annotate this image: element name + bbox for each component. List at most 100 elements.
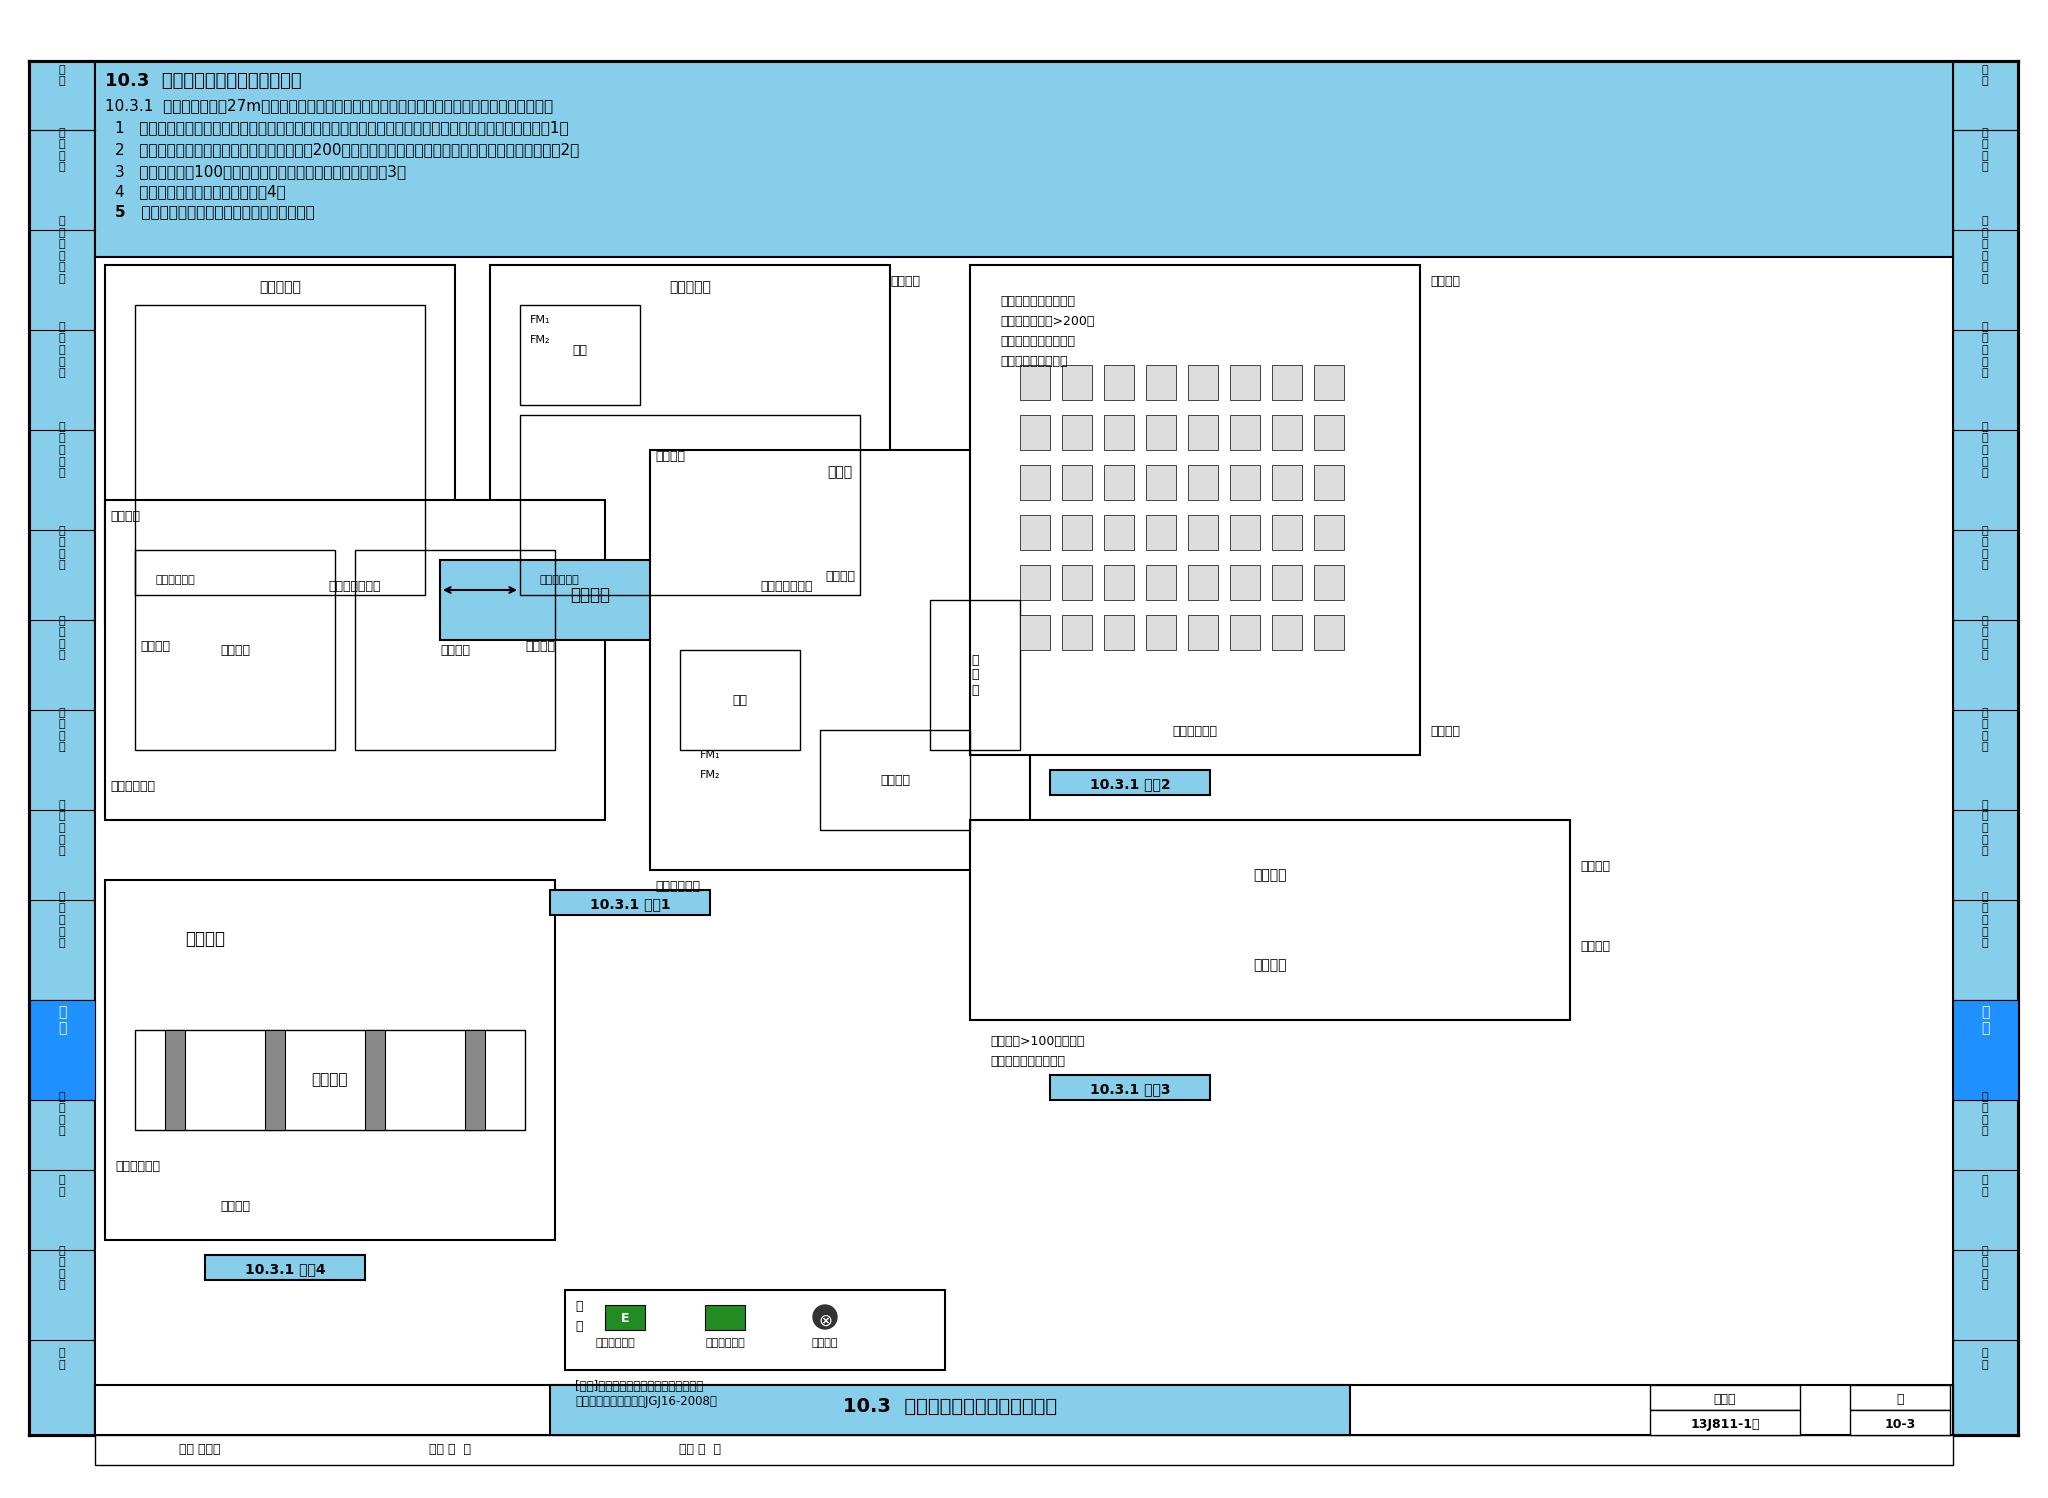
Bar bbox=[1272, 415, 1303, 449]
Text: 疏散照明: 疏散照明 bbox=[524, 640, 555, 653]
Text: 直通地面的出口: 直通地面的出口 bbox=[760, 580, 813, 593]
Bar bbox=[1272, 565, 1303, 601]
Text: 灭
火
设
施: 灭 火 设 施 bbox=[1982, 707, 1989, 752]
Text: 疏散楼梯: 疏散楼梯 bbox=[1579, 941, 1610, 953]
Text: 10.3.1 图示4: 10.3.1 图示4 bbox=[244, 1261, 326, 1276]
Text: 设计 曹  奕: 设计 曹 奕 bbox=[680, 1443, 721, 1456]
Text: 观众厅、展览厅、多功: 观众厅、展览厅、多功 bbox=[999, 295, 1075, 309]
Text: 灭
火
设
施: 灭 火 设 施 bbox=[59, 707, 66, 752]
Text: [注释]疏散照明及应急照明要求详见《民
用建筑电气设计规范》JGJ16-2008。: [注释]疏散照明及应急照明要求详见《民 用建筑电气设计规范》JGJ16-2008… bbox=[575, 1380, 717, 1408]
Text: 图: 图 bbox=[575, 1300, 582, 1314]
Text: 防烟楼梯间: 防烟楼梯间 bbox=[670, 280, 711, 294]
Text: 10.3.1 图示1: 10.3.1 图示1 bbox=[590, 897, 670, 911]
Bar bbox=[135, 1031, 524, 1129]
Bar bbox=[1063, 415, 1092, 449]
Bar bbox=[971, 265, 1419, 755]
Text: 能厅和建筑面积>200㎡: 能厅和建筑面积>200㎡ bbox=[999, 315, 1094, 328]
Text: 疏散照明: 疏散照明 bbox=[811, 1338, 838, 1348]
Bar bbox=[1147, 565, 1176, 601]
Text: 合用前室: 合用前室 bbox=[881, 773, 909, 786]
Bar bbox=[1231, 616, 1260, 650]
Bar bbox=[819, 730, 971, 830]
Text: 10.3.1 图示3: 10.3.1 图示3 bbox=[1090, 1082, 1169, 1097]
Bar bbox=[1849, 1386, 1950, 1410]
Text: FM₂: FM₂ bbox=[530, 336, 551, 345]
Bar bbox=[1063, 366, 1092, 400]
Text: 前室: 前室 bbox=[733, 694, 748, 707]
Text: 建
筑
构
造: 建 筑 构 造 bbox=[59, 616, 66, 661]
Text: FM₁: FM₁ bbox=[700, 750, 721, 759]
Text: 交
通
隧
道: 交 通 隧 道 bbox=[59, 1246, 66, 1290]
Text: 校对 林  菊: 校对 林 菊 bbox=[428, 1443, 471, 1456]
Bar bbox=[1188, 616, 1219, 650]
Bar bbox=[31, 1001, 94, 1100]
Bar bbox=[1272, 515, 1303, 550]
Text: 合用前室: 合用前室 bbox=[219, 644, 250, 656]
Bar bbox=[1104, 515, 1135, 550]
Bar bbox=[489, 265, 891, 625]
Bar bbox=[104, 265, 455, 625]
Bar bbox=[705, 1305, 745, 1330]
Text: 甲
乙
闲
储
区: 甲 乙 闲 储 区 bbox=[59, 422, 66, 478]
Text: FM₂: FM₂ bbox=[700, 770, 721, 780]
Bar bbox=[1315, 515, 1343, 550]
Bar bbox=[1020, 366, 1051, 400]
Bar bbox=[649, 449, 1030, 870]
Bar bbox=[1954, 61, 2017, 1435]
Text: 例: 例 bbox=[575, 1320, 582, 1333]
Bar bbox=[1954, 1001, 2017, 1100]
Text: 10.3.1 图示2: 10.3.1 图示2 bbox=[1090, 777, 1169, 791]
Bar bbox=[1272, 616, 1303, 650]
Text: 疏散方向指示: 疏散方向指示 bbox=[705, 1338, 745, 1348]
Bar bbox=[94, 61, 1954, 258]
Bar bbox=[1272, 366, 1303, 400]
Bar bbox=[135, 550, 336, 750]
Text: 消
防
的
设
置: 消 防 的 设 置 bbox=[59, 800, 66, 857]
Text: 10.3  消防应急照明和疏散指示标志: 10.3 消防应急照明和疏散指示标志 bbox=[104, 72, 301, 90]
Bar bbox=[1104, 366, 1135, 400]
Text: 木
建
结
筑: 木 建 结 筑 bbox=[1982, 1092, 1989, 1137]
Bar bbox=[1231, 464, 1260, 500]
Bar bbox=[1231, 366, 1260, 400]
Bar bbox=[1104, 616, 1135, 650]
Bar bbox=[1231, 515, 1260, 550]
Text: 民
用
建
筑: 民 用 建 筑 bbox=[59, 526, 66, 571]
Bar bbox=[1147, 464, 1176, 500]
Bar bbox=[1063, 464, 1092, 500]
Text: 疏散指示标志: 疏散指示标志 bbox=[111, 780, 156, 792]
Text: 避难走道: 避难走道 bbox=[569, 586, 610, 604]
Text: 3   建筑面积大于100㎡的地下或半地下公共活动场所；【图示3】: 3 建筑面积大于100㎡的地下或半地下公共活动场所；【图示3】 bbox=[115, 163, 406, 178]
Text: 供
和
气
调
节: 供 和 气 调 节 bbox=[1982, 891, 1989, 948]
Text: 疏散指示标志: 疏散指示标志 bbox=[1174, 725, 1217, 739]
Bar bbox=[1231, 565, 1260, 601]
Bar bbox=[354, 550, 555, 750]
Text: 供
和
气
调
节: 供 和 气 调 节 bbox=[59, 891, 66, 948]
Text: 编
制
说
明: 编 制 说 明 bbox=[59, 127, 66, 172]
Bar bbox=[1147, 366, 1176, 400]
Bar bbox=[1188, 515, 1219, 550]
Text: 设备间: 设备间 bbox=[827, 464, 852, 479]
Bar bbox=[365, 1031, 385, 1129]
Text: 附
录: 附 录 bbox=[59, 1348, 66, 1369]
Text: 疏散照明: 疏散照明 bbox=[219, 1200, 250, 1213]
Text: 编
制
说
明: 编 制 说 明 bbox=[1982, 127, 1989, 172]
Bar bbox=[551, 1386, 1350, 1435]
Text: ⊗: ⊗ bbox=[817, 1312, 831, 1330]
Text: 疏散照明: 疏散照明 bbox=[111, 509, 139, 523]
Text: 图集号: 图集号 bbox=[1714, 1393, 1737, 1407]
Bar bbox=[1063, 616, 1092, 650]
Text: 13J811-1改: 13J811-1改 bbox=[1690, 1419, 1759, 1431]
Text: 疏散指示标志: 疏散指示标志 bbox=[115, 1159, 160, 1173]
Bar bbox=[94, 1386, 1954, 1435]
Bar bbox=[1147, 515, 1176, 550]
Bar bbox=[1272, 464, 1303, 500]
Text: 1   封闭楼梯间、防烟楼梯间及其前室、消防电梯间的前室或合用前室、避难走道、避难层（间）；【图示1】: 1 封闭楼梯间、防烟楼梯间及其前室、消防电梯间的前室或合用前室、避难走道、避难层… bbox=[115, 120, 569, 135]
Bar bbox=[1020, 464, 1051, 500]
Bar bbox=[1188, 415, 1219, 449]
Text: 疏散照明: 疏散照明 bbox=[139, 640, 170, 653]
Text: 疏散指示标志: 疏散指示标志 bbox=[541, 575, 580, 586]
Bar bbox=[1188, 464, 1219, 500]
Bar bbox=[94, 1435, 1954, 1465]
Text: 或半地下公共活动场所: 或半地下公共活动场所 bbox=[989, 1055, 1065, 1068]
Text: 总
术
符
则
语
号: 总 术 符 则 语 号 bbox=[59, 216, 66, 285]
